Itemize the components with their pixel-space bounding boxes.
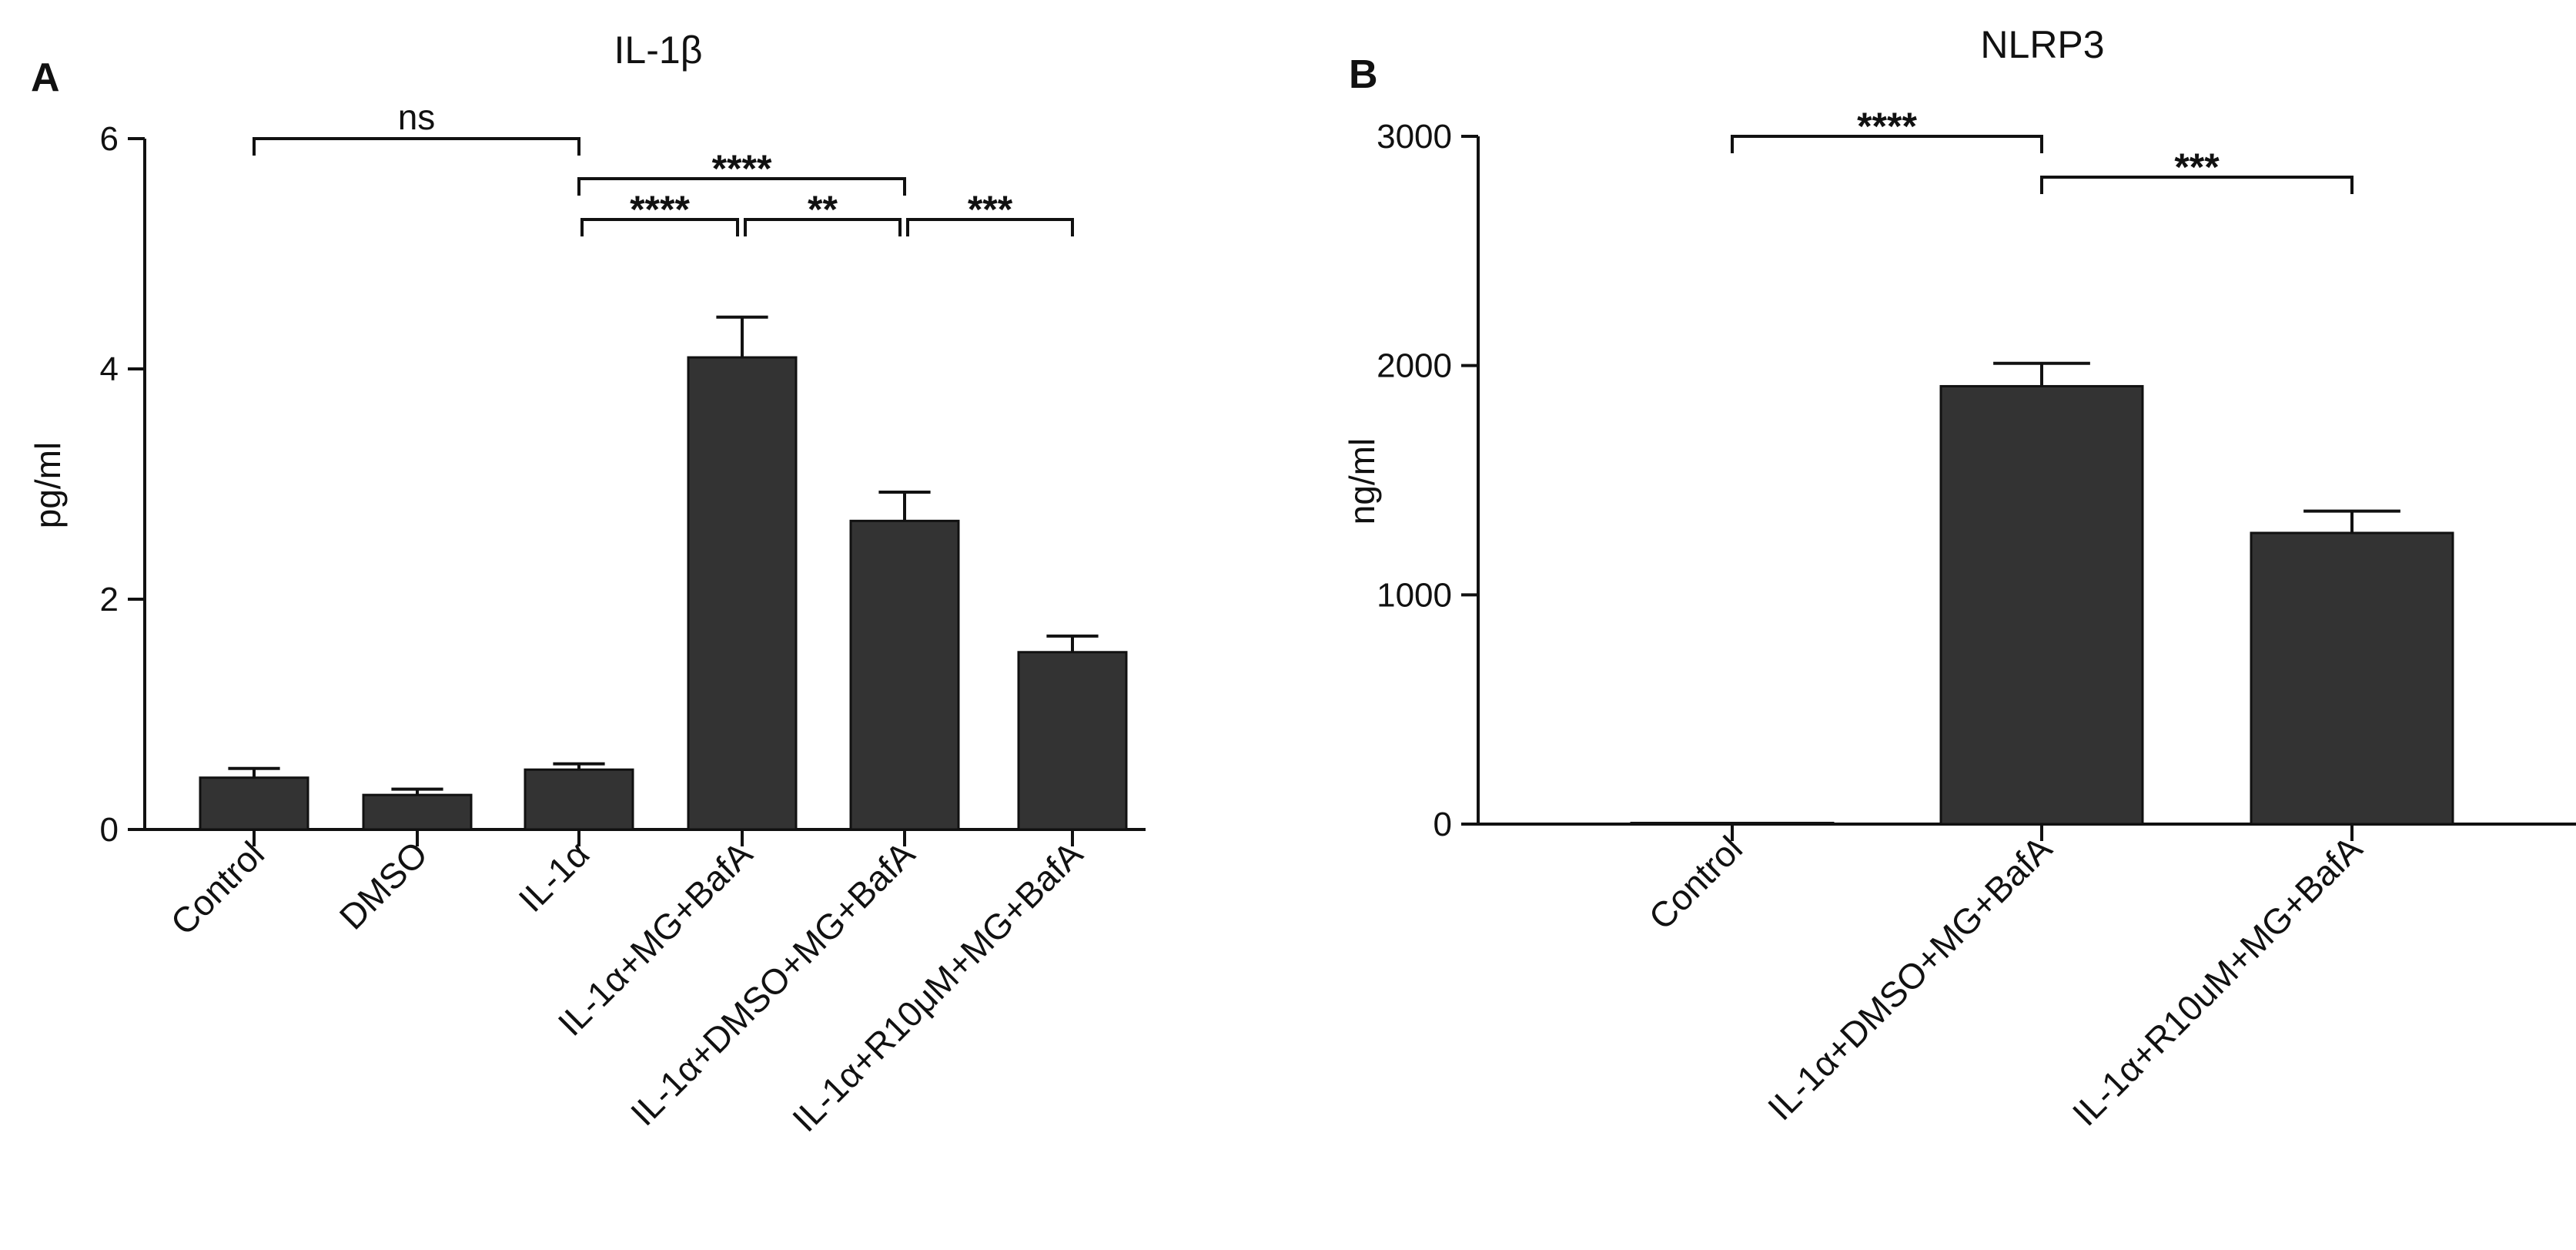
y-tick-label: 1000 [1377, 576, 1452, 614]
plot-area-b: 0 1000 2000 3000 Control IL-1α+DMSO+MG+BafA IL… [1377, 105, 2576, 1134]
significance-bracket [1731, 135, 2043, 153]
y-axis-label-a: pg/ml [28, 442, 68, 528]
significance-bracket [906, 218, 1074, 236]
bar [1630, 822, 1835, 826]
y-tick-label: 3000 [1377, 118, 1452, 156]
category-label: Control [1641, 828, 1750, 937]
panel-label-a: A [31, 55, 60, 100]
bar [687, 356, 798, 831]
significance-bracket [744, 218, 902, 236]
bar [1939, 384, 2144, 826]
bar [524, 768, 634, 831]
y-tick-label: 6 [100, 120, 119, 158]
y-tick-label: 2 [100, 581, 119, 618]
category-label: DMSO [332, 833, 435, 937]
y-tick-label: 2000 [1377, 347, 1452, 385]
bar [2250, 531, 2454, 826]
category-label: IL-1α+R10uM+MG+BafA [2065, 828, 2370, 1134]
significance-label: **** [630, 188, 690, 231]
significance-bracket [253, 137, 580, 156]
category-label: IL-1α+DMSO+MG+BafA [1760, 828, 2059, 1128]
y-tick-label: 0 [100, 811, 119, 849]
significance-label: ** [808, 188, 838, 231]
y-axis-label-b: ng/ml [1342, 438, 1382, 524]
significance-label: **** [712, 147, 772, 190]
significance-label: ns [398, 97, 436, 137]
category-label: Control [162, 833, 272, 943]
y-tick-label: 4 [100, 350, 119, 388]
bar [1017, 651, 1128, 831]
bar [199, 776, 309, 831]
significance-label: *** [2174, 146, 2220, 189]
chart-title-a: IL-1β [614, 28, 703, 72]
significance-label: *** [968, 188, 1013, 231]
panel-a: A IL-1β pg/ml 0 2 4 6 Control DMSO IL-1α IL-1α+… [28, 28, 1146, 1139]
significance-bracket [577, 177, 906, 196]
category-label: IL-1α+R10μM+MG+BafA [785, 833, 1090, 1139]
significance-label: **** [1857, 105, 1917, 148]
y-tick-label: 0 [1434, 806, 1452, 843]
bar [849, 519, 960, 831]
significance-bracket [580, 218, 739, 236]
category-label: IL-1α [510, 833, 597, 920]
chart-title-b: NLRP3 [1980, 23, 2104, 66]
bar [362, 793, 473, 831]
significance-bracket [2040, 176, 2354, 194]
category-label: IL-1α+DMSO+MG+BafA [623, 833, 922, 1133]
panel-label-b: B [1349, 52, 1378, 97]
